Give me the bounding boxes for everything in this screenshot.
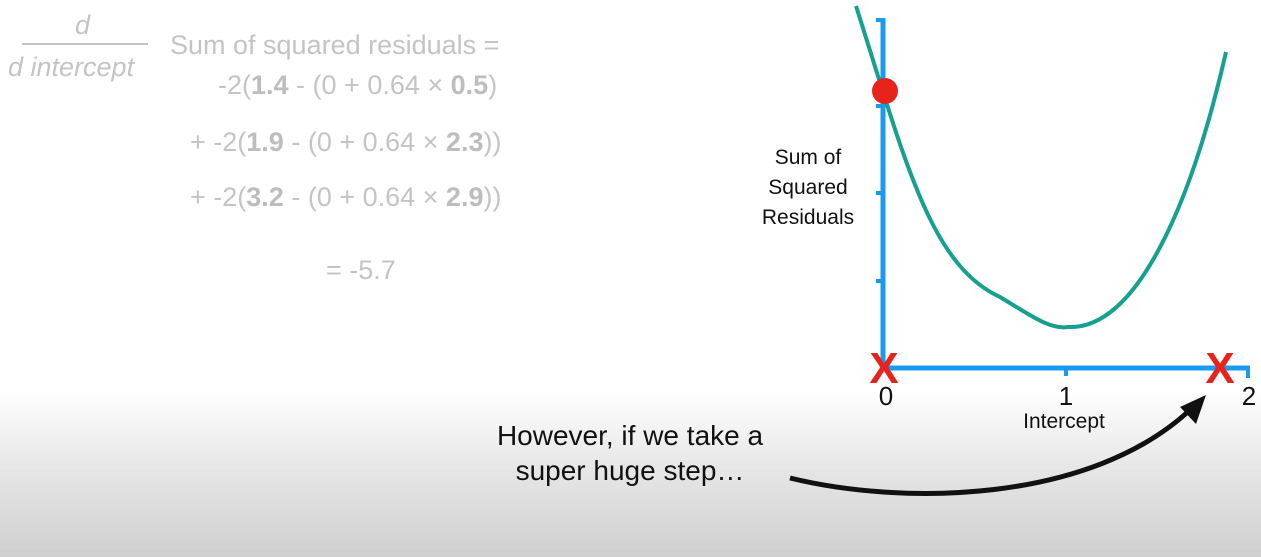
x-marker-jump: X: [1205, 344, 1234, 393]
y-axis-label-line-2: Squared: [768, 176, 847, 199]
derivative-denominator: d intercept: [8, 52, 135, 82]
current-intercept-point: [872, 78, 898, 104]
x-tick-label-1: 1: [1059, 381, 1073, 411]
step-arrow: [789, 406, 1194, 496]
derivative-numerator: d: [75, 10, 91, 40]
formula-lhs: Sum of squared residuals =: [170, 30, 500, 60]
formula-result: = -5.7: [326, 255, 396, 285]
x-tick-label-0: 0: [879, 381, 893, 411]
formula-term-2: + -2(1.9 - (0 + 0.64 × 2.3)): [190, 127, 502, 157]
x-axis-label: Intercept: [1023, 410, 1105, 433]
caption-line-2: super huge step…: [515, 455, 745, 486]
y-axis-label-line-3: Residuals: [762, 206, 854, 229]
formula-term-3: + -2(3.2 - (0 + 0.64 × 2.9)): [190, 182, 502, 212]
caption-line-1: However, if we take a: [496, 420, 764, 451]
caption: However, if we take a super huge step…: [470, 418, 790, 488]
y-axis-label-line-1: Sum of: [775, 146, 842, 169]
fraction-bar: [22, 43, 148, 45]
formula-term-1: -2(1.4 - (0 + 0.64 × 0.5): [218, 70, 498, 100]
x-tick-label-2: 2: [1242, 381, 1256, 411]
ssr-curve: [854, 5, 1228, 330]
x-marker-start: X: [869, 344, 898, 393]
step-arrowhead: [1180, 395, 1206, 424]
